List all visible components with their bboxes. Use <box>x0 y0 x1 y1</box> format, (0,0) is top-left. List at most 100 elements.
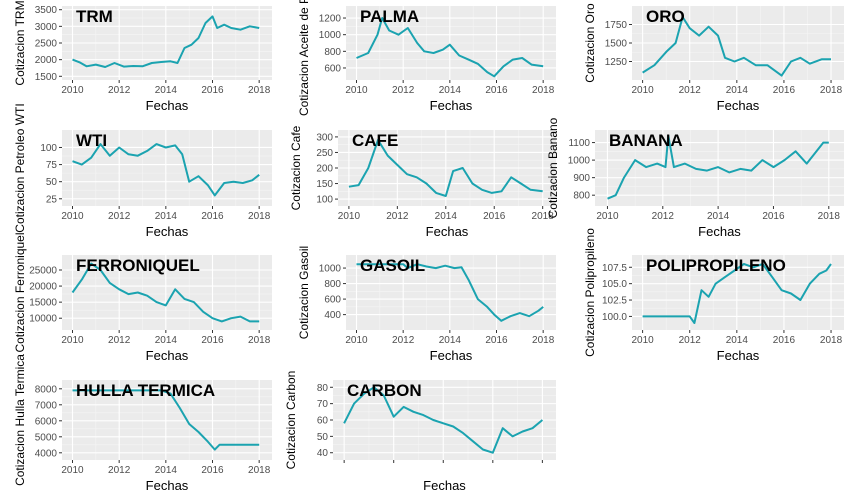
panel-trm: 2010 2012 2014 2016 2018 1500 2000 2500 3000 3500… <box>13 0 272 113</box>
y-axis-label: Cotizacion Oro <box>583 3 597 83</box>
x-tick-label: 2016 <box>201 465 224 476</box>
y-tick-label: 1250 <box>605 57 628 68</box>
y-tick-label: 250 <box>316 148 333 159</box>
x-tick-label: 2012 <box>108 85 131 96</box>
x-tick-label: 2016 <box>773 335 796 346</box>
x-tick-label: 2014 <box>439 335 462 346</box>
series-line <box>642 263 832 324</box>
plot-background <box>62 130 272 206</box>
y-tick-label: 900 <box>573 173 590 184</box>
panel-title: WTI <box>76 131 107 150</box>
x-tick-label: 2012 <box>108 335 131 346</box>
x-tick-label: 2012 <box>392 85 415 96</box>
x-tick-label: 2016 <box>762 211 785 222</box>
y-tick-label: 60 <box>317 416 329 427</box>
series-line <box>607 134 829 200</box>
x-tick-label: 2012 <box>386 211 409 222</box>
y-tick-label: 25 <box>46 194 58 205</box>
x-tick-label: 2012 <box>679 335 702 346</box>
x-tick-label: 2018 <box>248 211 271 222</box>
y-tick-label: 1200 <box>319 14 342 25</box>
x-tick-label: 2018 <box>532 85 555 96</box>
y-tick-label: 105.0 <box>602 279 627 290</box>
y-tick-label: 1500 <box>605 39 628 50</box>
x-tick-label: 2018 <box>532 335 555 346</box>
y-tick-label: 100 <box>316 195 333 206</box>
y-tick-label: 102.5 <box>602 296 627 307</box>
y-axis-label: Cotizacion Banano <box>546 117 560 218</box>
y-tick-label: 200 <box>316 164 333 175</box>
y-tick-label: 3000 <box>35 22 58 33</box>
y-tick-label: 2500 <box>35 39 58 50</box>
x-tick-label: 2010 <box>61 335 84 346</box>
x-tick-label: 2018 <box>820 335 843 346</box>
y-tick-label: 1100 <box>568 138 590 149</box>
panel-title: GASOIL <box>360 256 425 275</box>
x-tick-label: 2016 <box>483 211 506 222</box>
y-tick-label: 70 <box>317 399 329 410</box>
y-tick-label: 800 <box>573 191 590 202</box>
panel-hulla-termica: 2010 2012 2014 2016 2018 4000 5000 6000 7000 8000… <box>13 354 272 493</box>
panel-title: CARBON <box>347 381 422 400</box>
panel-title: PALMA <box>360 7 419 26</box>
x-tick-label: 2010 <box>338 211 361 222</box>
y-axis-label: Cotizacion Carbon <box>284 371 298 470</box>
x-tick-label: 2014 <box>435 211 458 222</box>
x-axis-label: Fechas <box>717 98 760 113</box>
x-tick-label: 2012 <box>108 465 131 476</box>
y-axis-label: Cotizacion Ferroniquel <box>13 232 27 352</box>
y-axis-label: Cotizacion Cafe <box>289 125 303 210</box>
panel-gasoil: 2010 2012 2014 2016 2018 400 600 800 1000 Fechas C… <box>297 246 556 363</box>
panel-title: POLIPROPILENO <box>646 256 786 275</box>
x-tick-label: 2018 <box>248 85 271 96</box>
x-axis-label: Fechas <box>146 478 189 493</box>
panel-palma: 2010 2012 2014 2016 2018 600 800 1000 1200 Fechas… <box>297 0 556 116</box>
x-tick-label: 2018 <box>820 85 843 96</box>
x-tick-label: 2014 <box>155 211 178 222</box>
y-axis-label: Cotizacion Hulla Termica <box>13 354 27 486</box>
y-tick-label: 1750 <box>605 20 628 31</box>
panel-banana: 2010 2012 2014 2016 2018 800 900 1000 1100 Fechas… <box>546 117 844 239</box>
x-axis-label: Fechas <box>146 348 189 363</box>
panel-title: ORO <box>646 7 685 26</box>
y-tick-label: 5000 <box>35 432 58 443</box>
panel-title: CAFE <box>352 131 398 150</box>
series-line <box>356 263 544 322</box>
panel-title: TRM <box>76 7 113 26</box>
panel-oro: 2010 2012 2014 2016 2018 1250 1500 1750 Fechas Co… <box>583 3 844 113</box>
x-tick-label: 2014 <box>155 85 178 96</box>
panel-title: FERRONIQUEL <box>76 256 200 275</box>
y-tick-label: 20000 <box>29 282 57 293</box>
x-tick-label: 2018 <box>248 465 271 476</box>
series-line <box>343 386 544 454</box>
y-tick-label: 80 <box>317 383 329 394</box>
y-axis-label: Cotizacion Polipropileno <box>583 228 597 357</box>
y-tick-label: 1000 <box>319 30 342 41</box>
x-tick-label: 2012 <box>652 211 675 222</box>
y-tick-label: 40 <box>317 448 329 459</box>
x-tick-label: 2010 <box>61 465 84 476</box>
y-tick-label: 800 <box>324 279 341 290</box>
y-tick-label: 2000 <box>35 55 58 66</box>
y-axis-label: Cotizacion Gasoil <box>297 246 311 339</box>
x-tick-label: 2012 <box>392 335 415 346</box>
y-tick-label: 10000 <box>29 314 57 325</box>
y-tick-label: 1000 <box>568 156 591 167</box>
x-tick-label: 2014 <box>155 335 178 346</box>
panel-cafe: 2010 2012 2014 2016 2018 100 150 200 250 300 Fecha… <box>289 125 556 239</box>
panel-polipropileno: 2010 2012 2014 2016 2018 100.0 102.5 105.0 107.5… <box>583 228 844 363</box>
x-tick-label: 2014 <box>155 465 178 476</box>
series-line <box>72 143 260 197</box>
y-axis-label: Cotizacion TRM <box>13 0 27 85</box>
x-tick-label: 2010 <box>345 335 368 346</box>
y-tick-label: 100.0 <box>602 312 627 323</box>
y-tick-label: 6000 <box>35 416 58 427</box>
x-tick-label: 2014 <box>726 85 749 96</box>
series-line <box>642 16 831 77</box>
y-tick-label: 50 <box>317 432 329 443</box>
x-tick-label: 2014 <box>726 335 749 346</box>
series-line <box>72 15 260 68</box>
y-tick-label: 600 <box>324 295 341 306</box>
y-axis-label: Cotizacion Petroleo WTI <box>13 103 27 232</box>
